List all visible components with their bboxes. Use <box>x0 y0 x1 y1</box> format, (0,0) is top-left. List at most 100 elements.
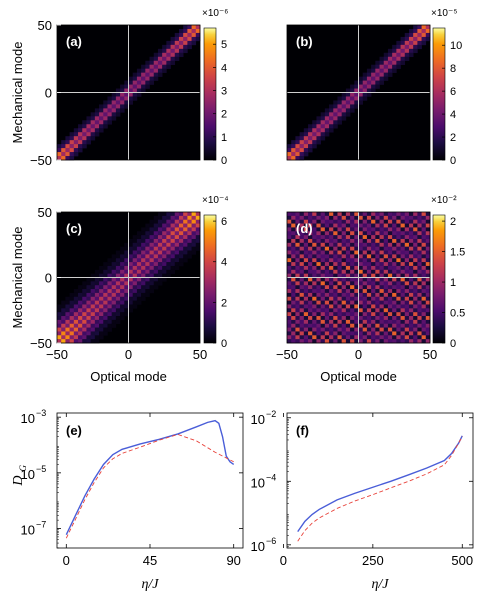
heatmap-cell <box>73 152 79 157</box>
heatmap-cell <box>73 144 79 149</box>
heatmap-cell <box>174 36 180 42</box>
heatmap-cell <box>103 273 108 278</box>
heatmap-cell <box>128 80 134 85</box>
heatmap-cell <box>324 124 330 129</box>
heatmap-cell <box>333 331 338 336</box>
heatmap-cell <box>333 277 338 282</box>
heatmap-cell <box>65 316 70 321</box>
heatmap-cell <box>413 219 418 224</box>
heatmap-cell <box>124 308 129 313</box>
heatmap-cell <box>329 104 334 109</box>
heatmap-cell <box>400 285 406 290</box>
heatmap-cell <box>94 289 100 294</box>
heatmap-cell <box>350 242 355 247</box>
heatmap-cell <box>354 323 359 328</box>
heatmap-cell <box>132 296 138 301</box>
heatmap-cell <box>90 120 96 125</box>
heatmap-cell <box>141 265 146 271</box>
heatmap-cell <box>341 258 347 263</box>
heatmap-cell <box>400 312 406 317</box>
colorbar-tick-label: 0 <box>221 338 227 350</box>
heatmap-cell <box>320 296 326 301</box>
heatmap-cell <box>408 316 414 321</box>
heatmap-cell <box>128 262 134 267</box>
heatmap-cell <box>149 277 155 282</box>
panel-label: (b) <box>296 34 313 49</box>
heatmap-cell <box>408 231 414 236</box>
heatmap-cell <box>333 254 338 259</box>
heatmap-cell <box>82 319 87 325</box>
heatmap-cell <box>341 277 347 282</box>
heatmap-cell <box>57 156 62 161</box>
heatmap-cell <box>99 296 104 301</box>
heatmap-cell <box>320 254 326 259</box>
heatmap-cell <box>316 242 321 247</box>
heatmap-cell <box>166 273 171 278</box>
heatmap-cell <box>350 212 355 217</box>
series-line-solid <box>65 419 235 535</box>
heatmap-cell <box>149 219 155 224</box>
heatmap-cell <box>320 273 326 278</box>
heatmap-cell <box>86 304 91 309</box>
heatmap-cell <box>162 56 167 62</box>
x-axis-label: Optical mode <box>90 369 167 384</box>
heatmap-cell <box>358 92 364 97</box>
heatmap-cell <box>178 36 184 42</box>
heatmap-cell <box>82 292 87 298</box>
heatmap-cell <box>303 231 309 236</box>
heatmap-cell <box>371 265 376 271</box>
heatmap-cell <box>128 92 134 97</box>
heatmap-cell <box>371 84 376 89</box>
heatmap-cell <box>295 323 300 328</box>
heatmap-cell <box>295 231 300 236</box>
heatmap-cell <box>375 339 380 344</box>
heatmap-cell <box>354 262 359 267</box>
heatmap-cell <box>195 215 201 220</box>
heatmap-cell <box>324 250 330 255</box>
heatmap-cell <box>149 64 155 69</box>
heatmap-cell <box>312 231 317 236</box>
heatmap-cell <box>408 304 414 309</box>
heatmap-cell <box>383 281 389 286</box>
heatmap-cell <box>312 238 317 244</box>
heatmap-cell <box>124 300 129 305</box>
heatmap-cell <box>128 96 134 101</box>
heatmap-cell <box>149 242 155 247</box>
heatmap-cell <box>425 300 431 305</box>
heatmap-cell <box>57 335 62 340</box>
x-tick-label: −50 <box>46 347 68 362</box>
heatmap-cell <box>90 323 96 328</box>
heatmap-cell <box>316 327 321 332</box>
heatmap-cell <box>303 316 309 321</box>
heatmap-cell <box>324 300 330 305</box>
heatmap-cell <box>383 258 389 263</box>
heatmap-cell <box>303 281 309 286</box>
heatmap-cell <box>324 227 330 232</box>
heatmap-cell <box>316 227 321 232</box>
heatmap-cell <box>162 68 167 73</box>
heatmap-cell <box>157 281 163 286</box>
heatmap-cell <box>99 281 104 286</box>
heatmap-cell <box>287 215 292 220</box>
x-tick-label: 500 <box>451 553 473 568</box>
heatmap-cell <box>170 265 176 271</box>
heatmap-cell <box>345 304 351 309</box>
heatmap-cell <box>291 223 296 228</box>
heatmap-cell <box>413 292 418 298</box>
heatmap-cell <box>324 265 330 271</box>
heatmap-cell <box>387 327 393 332</box>
heatmap-cell <box>413 242 418 247</box>
heatmap-cell <box>366 289 372 294</box>
heatmap-cell <box>383 72 389 77</box>
heatmap-cell <box>379 60 385 66</box>
heatmap-cell <box>195 223 201 228</box>
heatmap-cell <box>178 48 184 54</box>
heatmap-cell <box>404 316 410 321</box>
heatmap-cell <box>362 242 368 247</box>
heatmap-cell <box>337 212 342 217</box>
heatmap-cell <box>387 285 393 290</box>
heatmap-cell <box>291 277 296 282</box>
heatmap-cell <box>170 235 176 240</box>
heatmap-cell <box>387 48 393 54</box>
heatmap-cell <box>400 273 406 278</box>
